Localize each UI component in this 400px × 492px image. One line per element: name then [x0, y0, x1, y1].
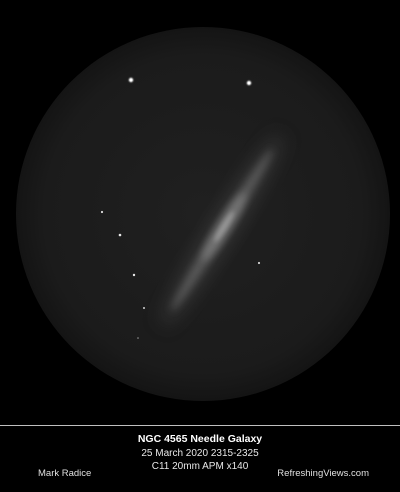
star — [132, 273, 136, 277]
caption-date-time: 25 March 2020 2315-2325 — [141, 448, 259, 459]
galaxy-needle — [161, 134, 283, 326]
star — [129, 78, 133, 82]
eyepiece-view — [16, 27, 390, 401]
caption-equipment: C11 20mm APM x140 — [151, 461, 249, 472]
star — [247, 81, 251, 85]
star — [257, 261, 261, 265]
caption-divider — [0, 425, 400, 426]
star — [143, 307, 145, 309]
website-credit: RefreshingViews.com — [277, 468, 369, 479]
eyepiece-field — [16, 27, 390, 401]
star-field — [100, 77, 261, 339]
star — [100, 210, 104, 214]
star — [137, 337, 139, 339]
author-credit: Mark Radice — [38, 468, 92, 479]
caption-title: NGC 4565 Needle Galaxy — [137, 433, 263, 445]
star — [118, 233, 122, 237]
